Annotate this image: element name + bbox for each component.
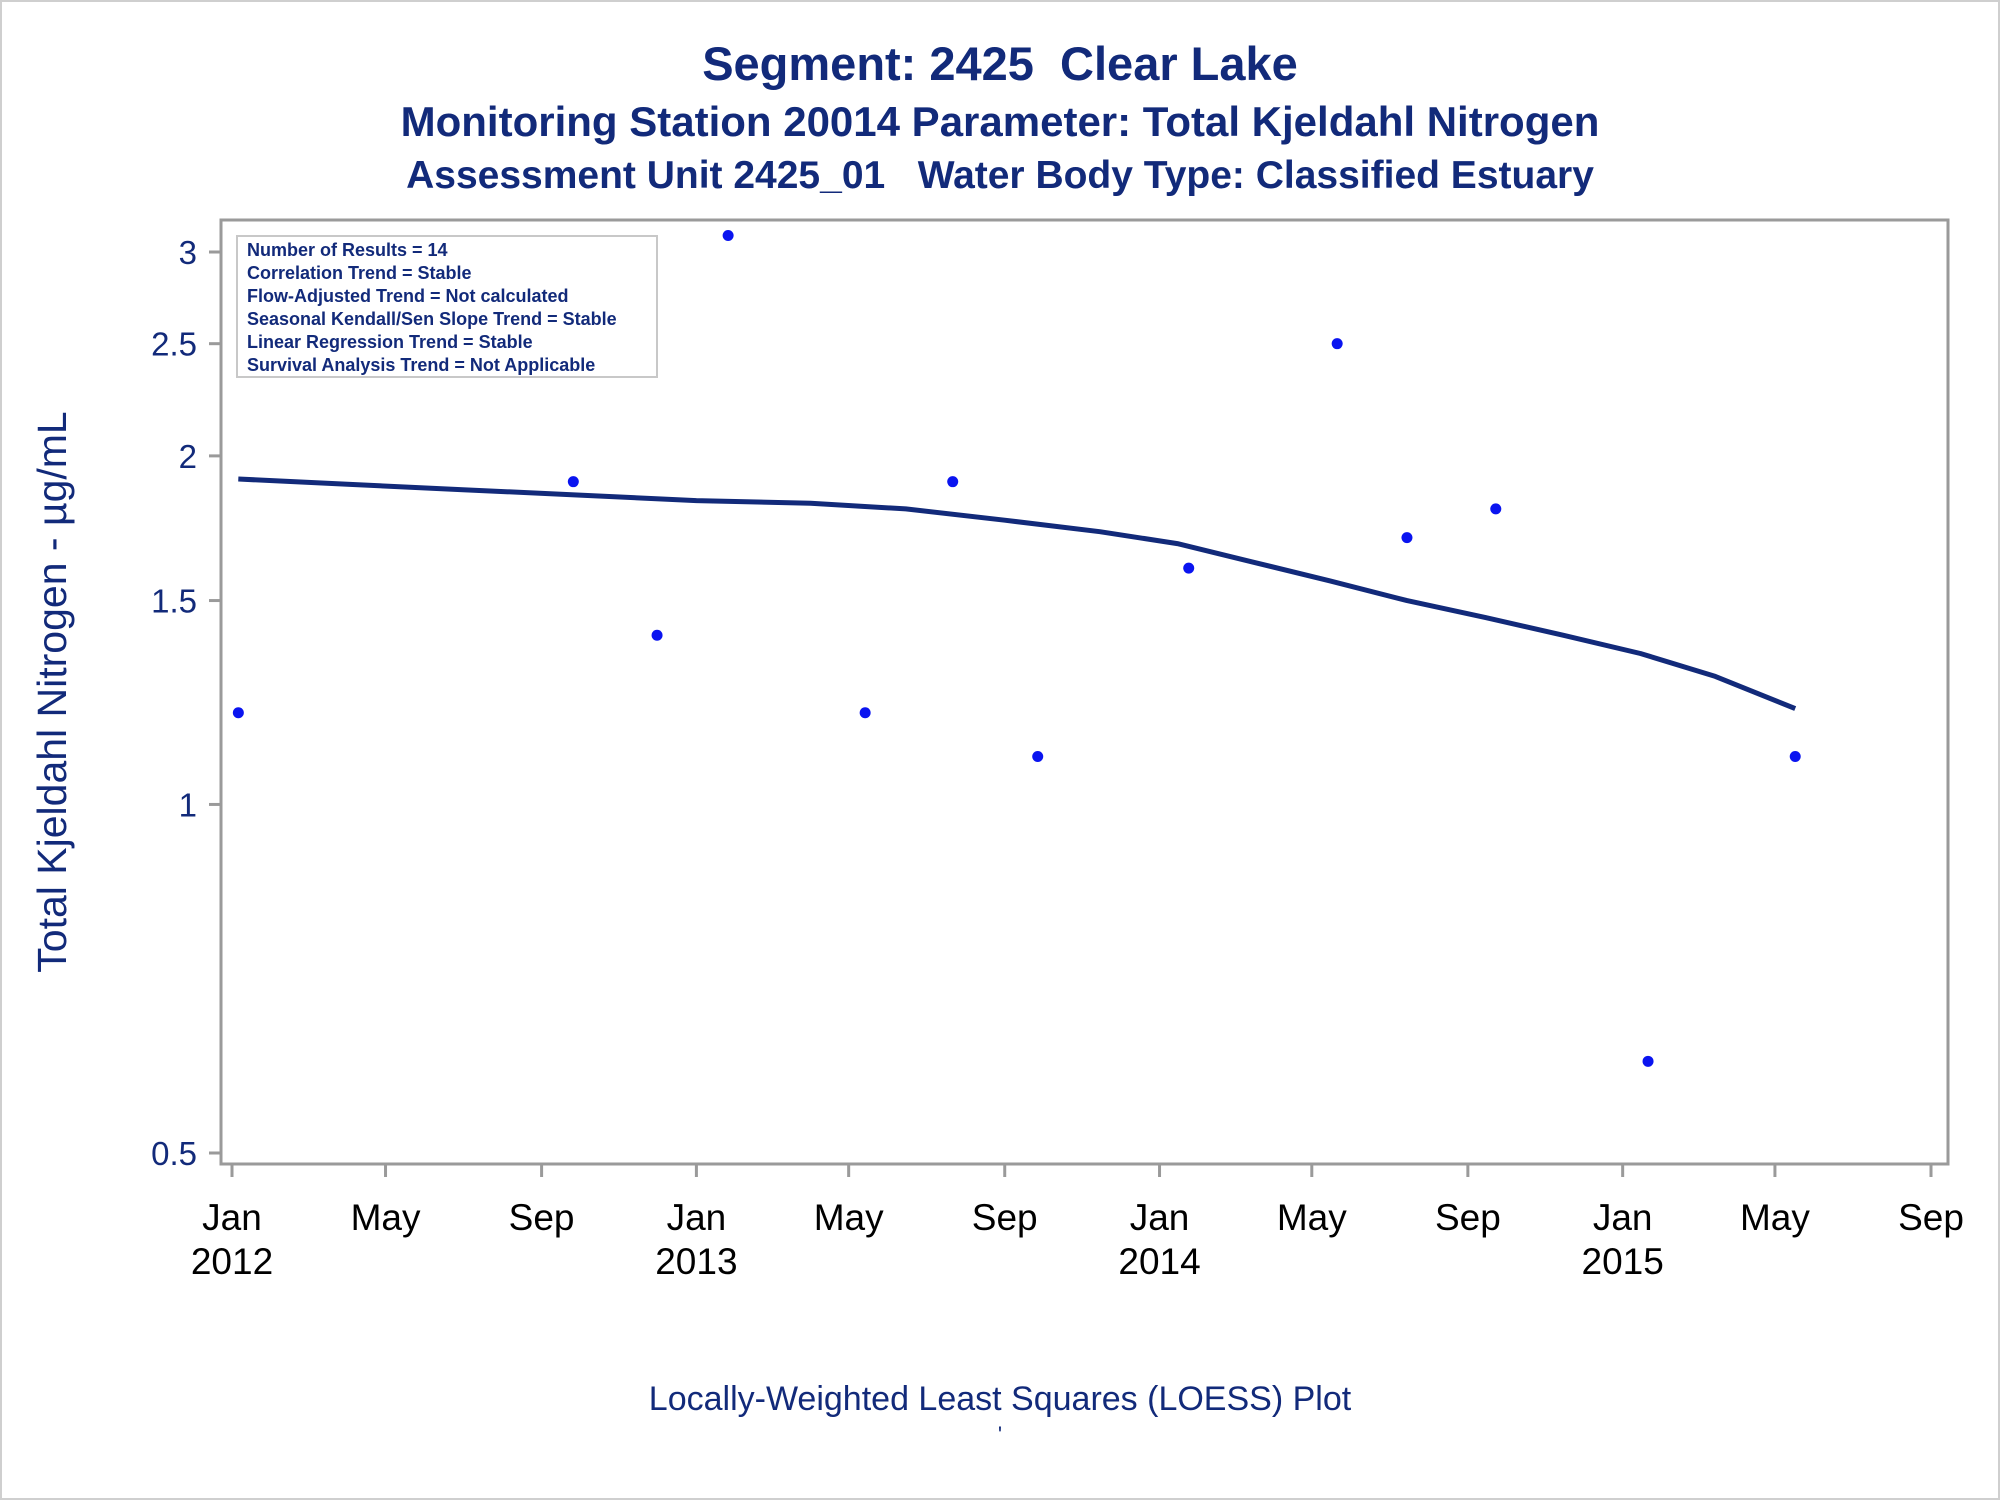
data-point [947, 476, 959, 488]
data-point [1032, 751, 1044, 763]
loess-line [238, 476, 1797, 711]
loess-layer [238, 476, 1797, 711]
data-point [232, 707, 244, 719]
x-tick-label: May [814, 1197, 884, 1238]
x-tick-label: Sep [972, 1197, 1038, 1238]
x-tick-label: Jan [667, 1197, 727, 1238]
data-point [567, 476, 579, 488]
chart-subtitle: Monitoring Station 20014 Parameter: Tota… [400, 98, 1600, 145]
footnote-mark: ' [997, 1422, 1003, 1447]
data-point [859, 707, 871, 719]
chart-subtitle-2: Assessment Unit 2425_01 Water Body Type:… [406, 154, 1594, 197]
info-box-line: Linear Regression Trend = Stable [247, 332, 533, 352]
x-tick-label: Jan [1593, 1197, 1653, 1238]
x-tick-year-label: 2015 [1582, 1241, 1664, 1282]
x-tick-label: Sep [1435, 1197, 1501, 1238]
info-box-line: Number of Results = 14 [247, 240, 448, 260]
y-tick-label: 2.5 [151, 326, 197, 363]
data-point [651, 629, 663, 641]
y-tick-label: 3 [179, 234, 197, 271]
info-box-line: Survival Analysis Trend = Not Applicable [247, 355, 595, 375]
data-point [1331, 338, 1343, 350]
data-point [722, 230, 734, 242]
data-point [1401, 532, 1413, 544]
y-axis: 0.5 1 1.5 2 2.5 3 [151, 234, 221, 1172]
data-point [1789, 751, 1801, 763]
x-tick-year-label: 2013 [655, 1241, 737, 1282]
y-tick-label: 1 [179, 786, 197, 823]
info-box-border [236, 235, 658, 378]
chart-title: Segment: 2425 Clear Lake [702, 37, 1298, 90]
info-box-line: Flow-Adjusted Trend = Not calculated [247, 286, 569, 306]
data-point [1490, 503, 1502, 515]
info-box-line: Seasonal Kendall/Sen Slope Trend = Stabl… [247, 309, 617, 329]
x-tick-year-label: 2014 [1118, 1241, 1200, 1282]
y-tick-label: 2 [179, 438, 197, 475]
x-tick-label: Sep [509, 1197, 575, 1238]
info-box: Number of Results = 14 Correlation Trend … [236, 235, 658, 378]
y-axis-label: Total Kjeldahl Nitrogen - µg/mL [29, 411, 75, 972]
x-tick-label: May [351, 1197, 421, 1238]
footnote: Locally-Weighted Least Squares (LOESS) P… [648, 1380, 1352, 1418]
x-tick-label: May [1740, 1197, 1810, 1238]
x-tick-label: Jan [1130, 1197, 1190, 1238]
info-box-line: Correlation Trend = Stable [247, 263, 472, 283]
data-point [1183, 562, 1195, 574]
x-tick-year-label: 2012 [191, 1241, 273, 1282]
y-tick-label: 1.5 [151, 583, 197, 620]
y-tick-label: 0.5 [151, 1135, 197, 1172]
x-tick-label: May [1277, 1197, 1347, 1238]
x-tick-label: Sep [1898, 1197, 1964, 1238]
x-tick-label: Jan [202, 1197, 262, 1238]
data-point [1642, 1055, 1654, 1067]
